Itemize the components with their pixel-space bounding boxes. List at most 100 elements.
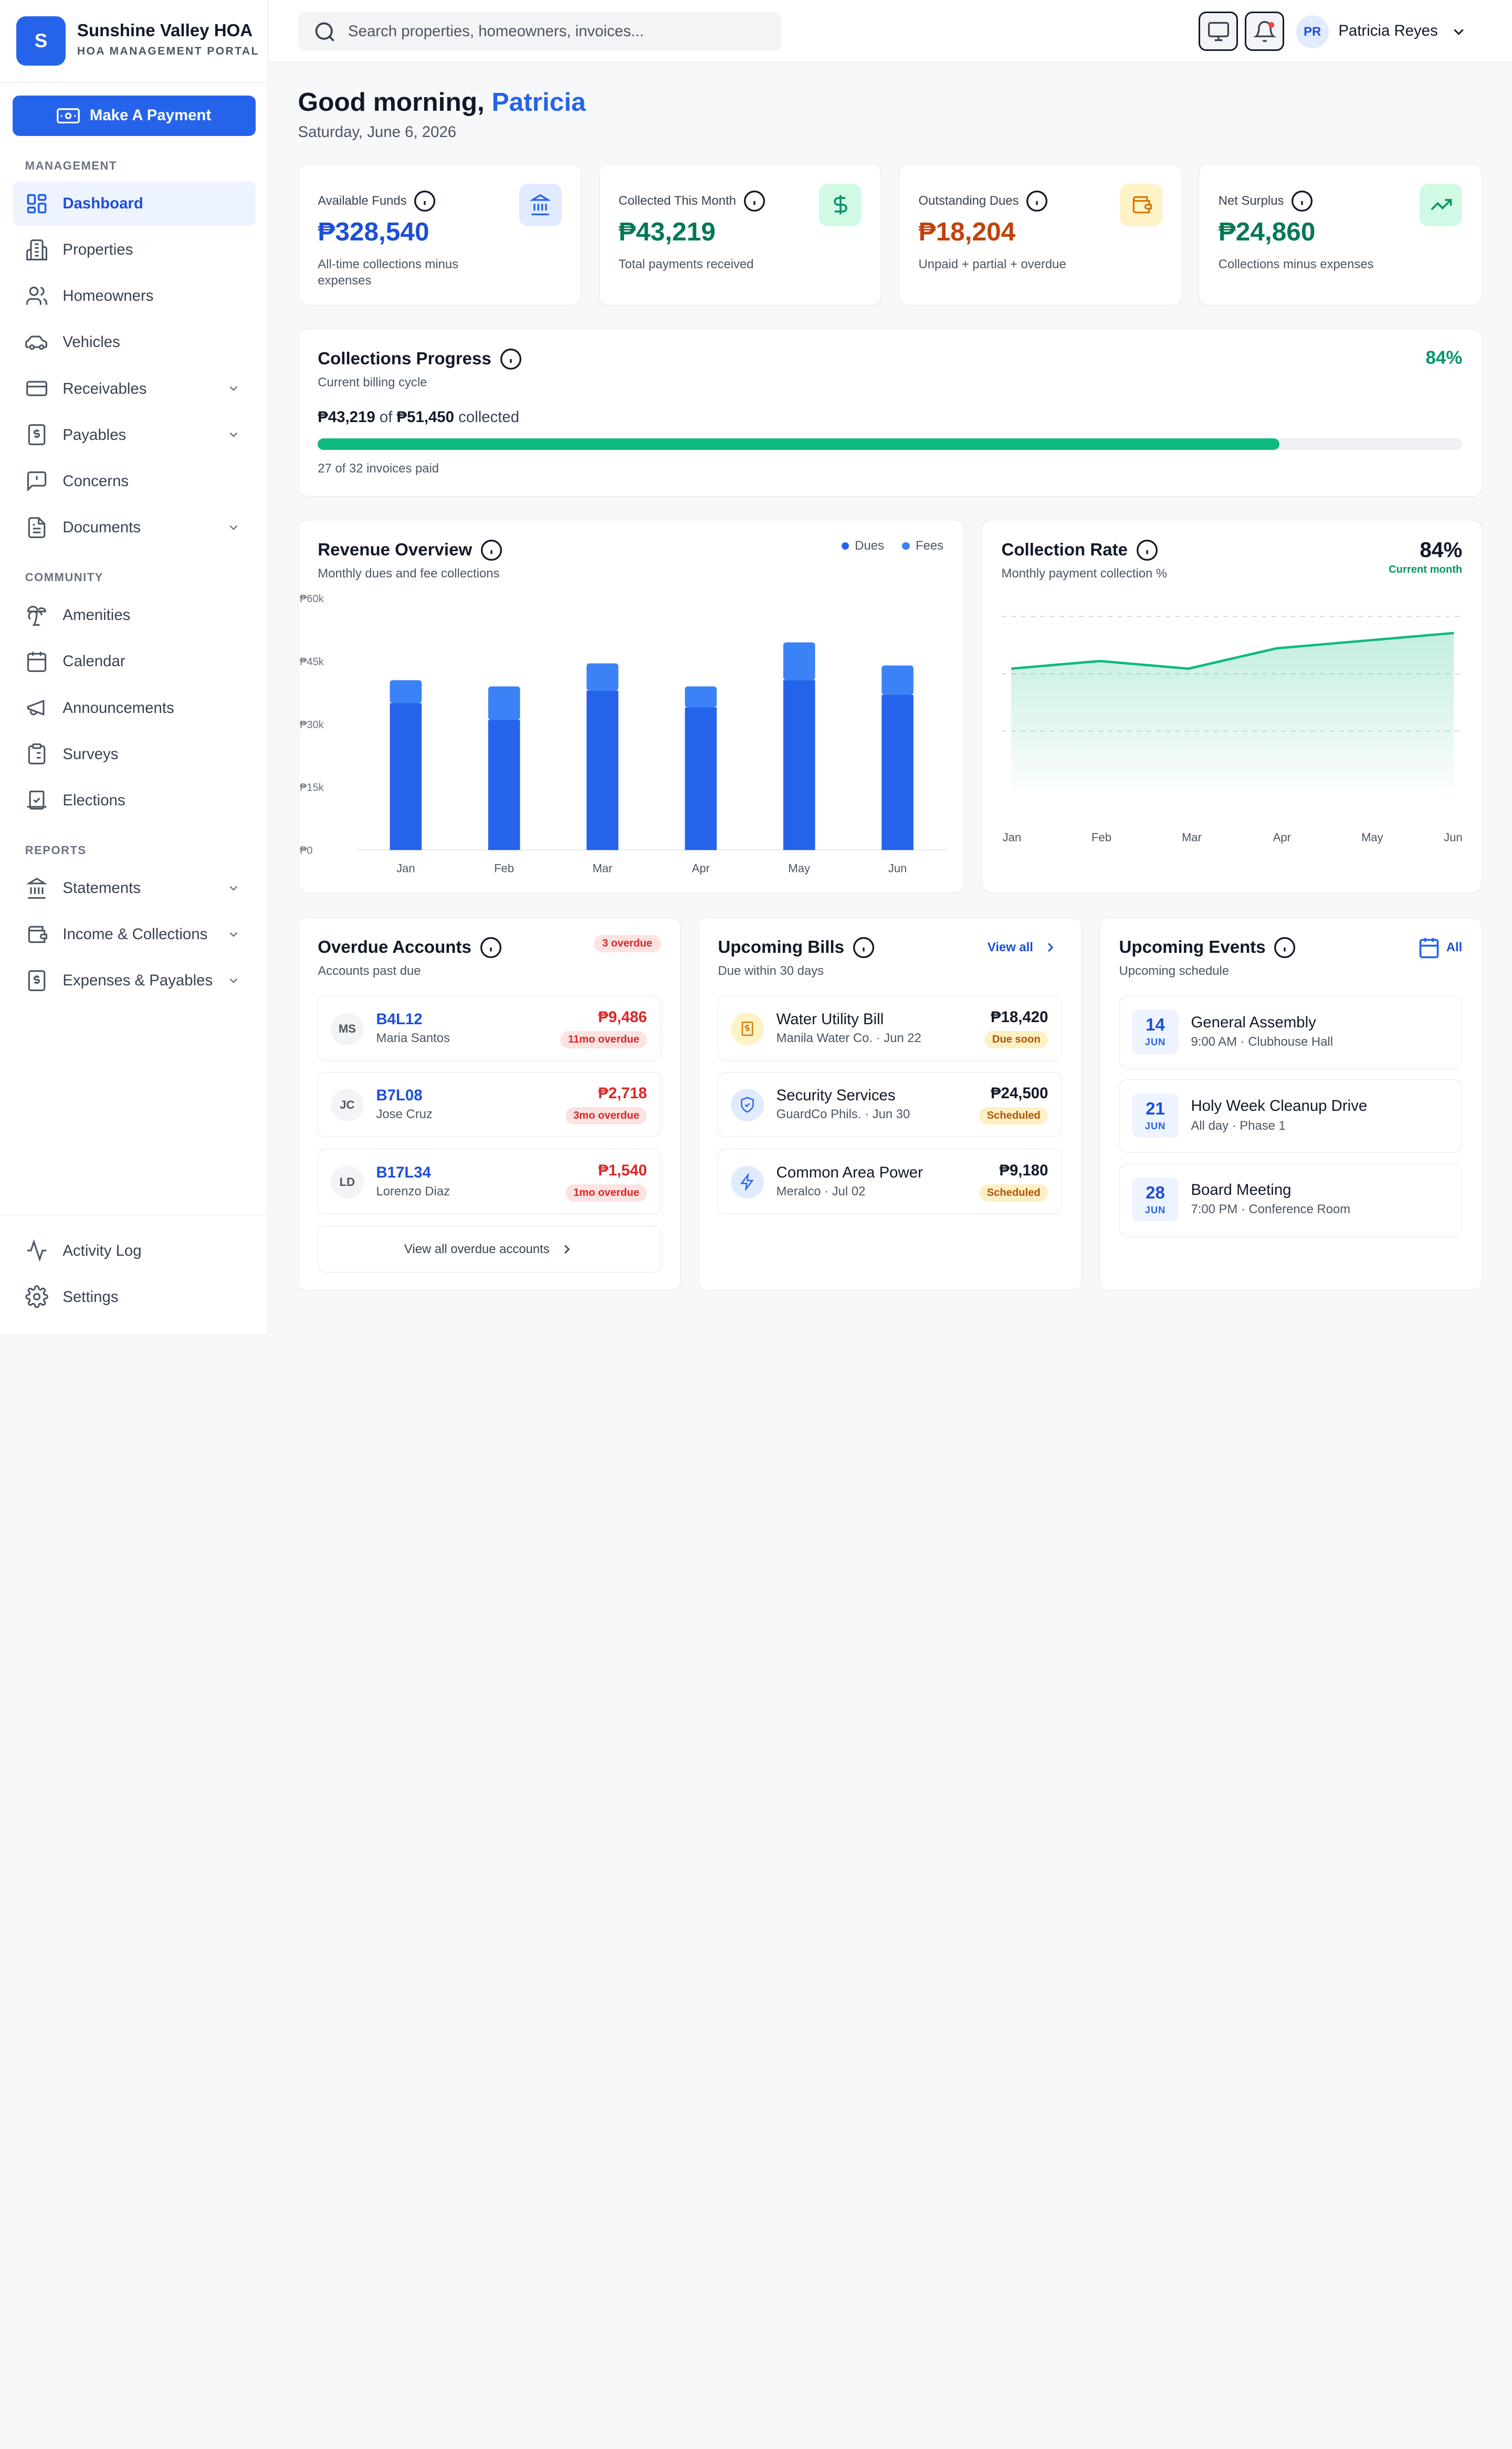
sidebar-item-surveys[interactable]: Surveys — [13, 732, 256, 776]
chevron-down-icon[interactable] — [227, 428, 240, 442]
chevron-down-icon[interactable] — [227, 521, 240, 534]
card-title: Upcoming Events — [1119, 938, 1266, 958]
sidebar-item-homeowners[interactable]: Homeowners — [13, 274, 256, 318]
sidebar-item-elections[interactable]: Elections — [13, 778, 256, 822]
sidebar-item-payables[interactable]: Payables — [13, 413, 256, 457]
chevron-down-icon[interactable] — [227, 928, 240, 941]
collection-rate-card: Collection Rate Monthly payment collecti… — [982, 520, 1482, 893]
bar-fees-jan — [390, 680, 422, 703]
sidebar-item-announcements[interactable]: Announcements — [13, 686, 256, 730]
revenue-overview-card: Revenue Overview Monthly dues and fee co… — [298, 520, 964, 893]
stat-card-available-funds: Available Funds ₱328,540 All-time collec… — [298, 164, 582, 306]
sidebar-item-properties[interactable]: Properties — [13, 227, 256, 271]
list-item[interactable]: JC B7L08 Jose Cruz ₱2,718 3mo overdue — [318, 1072, 661, 1138]
sidebar-item-label: Properties — [62, 241, 133, 259]
event-day: 21 — [1132, 1099, 1178, 1119]
list-item[interactable]: Water Utility Bill Manila Water Co. · Ju… — [718, 995, 1062, 1061]
user-name[interactable]: Patricia Reyes — [1338, 22, 1437, 40]
sidebar-item-settings[interactable]: Settings — [13, 1275, 256, 1319]
display-button[interactable] — [1199, 12, 1238, 51]
info-icon[interactable] — [499, 348, 522, 371]
account-lot[interactable]: B4L12 — [376, 1011, 422, 1028]
sidebar-item-vehicles[interactable]: Vehicles — [13, 320, 256, 364]
dashboard-icon — [25, 192, 48, 215]
brand-logo[interactable]: S — [16, 16, 66, 66]
bill-subtitle: Meralco · Jul 02 — [776, 1184, 866, 1199]
account-lot[interactable]: B17L34 — [376, 1164, 431, 1182]
chevron-down-icon[interactable] — [1450, 23, 1467, 40]
chevron-down-icon[interactable] — [227, 881, 240, 895]
stat-value: ₱328,540 — [318, 216, 429, 247]
sidebar-item-concerns[interactable]: Concerns — [13, 459, 256, 503]
list-item[interactable]: 28 JUN Board Meeting 7:00 PM · Conferenc… — [1119, 1163, 1463, 1237]
account-name: Lorenzo Diaz — [376, 1184, 450, 1199]
chevron-down-icon[interactable] — [227, 974, 240, 987]
trending-up-icon — [1420, 184, 1462, 226]
info-icon[interactable] — [852, 936, 875, 959]
stat-value: ₱18,204 — [919, 216, 1016, 247]
section-reports: REPORTS — [25, 844, 87, 857]
event-month: JUN — [1132, 1204, 1178, 1216]
status-badge: Scheduled — [979, 1184, 1048, 1202]
sidebar-item-label: Dashboard — [62, 195, 143, 213]
account-amount: ₱9,486 — [598, 1008, 647, 1026]
account-avatar: MS — [331, 1013, 363, 1045]
sidebar-item-label: Payables — [62, 426, 126, 444]
event-day: 28 — [1132, 1183, 1178, 1203]
bill-amount: ₱9,180 — [999, 1162, 1048, 1180]
info-icon[interactable] — [413, 190, 436, 213]
all-events-link[interactable]: All — [1418, 936, 1463, 959]
event-title: Board Meeting — [1191, 1181, 1291, 1199]
progress-of: of — [380, 408, 393, 426]
list-item[interactable]: LD B17L34 Lorenzo Diaz ₱1,540 1mo overdu… — [318, 1149, 661, 1214]
greeting-prefix: Good morning, — [298, 87, 485, 117]
info-icon[interactable] — [743, 190, 766, 213]
chevron-right-icon — [559, 1242, 574, 1257]
sidebar-item-receivables[interactable]: Receivables — [13, 366, 256, 411]
list-item[interactable]: 14 JUN General Assembly 9:00 AM · Clubho… — [1119, 995, 1463, 1069]
bill-subtitle: Manila Water Co. · Jun 22 — [776, 1031, 921, 1046]
account-name: Jose Cruz — [376, 1107, 432, 1122]
sidebar-item-label: Announcements — [62, 699, 174, 717]
info-icon[interactable] — [1290, 190, 1314, 213]
overdue-count-badge: 3 overdue — [594, 935, 661, 952]
list-item[interactable]: 21 JUN Holy Week Cleanup Drive All day ·… — [1119, 1079, 1463, 1153]
make-payment-button[interactable]: Make A Payment — [13, 96, 256, 136]
info-icon[interactable] — [479, 936, 502, 959]
info-icon[interactable] — [1273, 936, 1296, 959]
notifications-button[interactable] — [1245, 12, 1284, 51]
chevron-down-icon[interactable] — [227, 382, 240, 395]
calendar-icon — [25, 650, 48, 673]
ballot-icon — [25, 789, 48, 812]
bar-dues-apr — [685, 707, 717, 850]
list-item[interactable]: MS B4L12 Maria Santos ₱9,486 11mo overdu… — [318, 995, 661, 1061]
account-amount: ₱2,718 — [598, 1085, 647, 1102]
sidebar-item-activity-log[interactable]: Activity Log — [13, 1228, 256, 1273]
card-subtitle: Due within 30 days — [718, 964, 824, 979]
bank-icon — [519, 184, 562, 226]
view-all-label: View all — [988, 940, 1033, 955]
sidebar-item-calendar[interactable]: Calendar — [13, 639, 256, 684]
list-item[interactable]: Common Area Power Meralco · Jul 02 ₱9,18… — [718, 1149, 1062, 1214]
avatar[interactable]: PR — [1296, 15, 1329, 48]
sidebar-item-statements[interactable]: Statements — [13, 866, 256, 910]
view-all-bills-link[interactable]: View all — [988, 940, 1058, 955]
progress-bar — [318, 438, 1462, 450]
status-badge: 3mo overdue — [565, 1107, 647, 1124]
search-input[interactable] — [348, 12, 763, 51]
view-all-overdue-button[interactable]: View all overdue accounts — [318, 1226, 661, 1272]
users-icon — [25, 285, 48, 308]
sidebar-item-amenities[interactable]: Amenities — [13, 593, 256, 637]
info-icon[interactable] — [1025, 190, 1048, 213]
account-lot[interactable]: B7L08 — [376, 1087, 422, 1105]
sidebar-item-label: Surveys — [62, 745, 118, 763]
status-badge: Due soon — [984, 1031, 1048, 1048]
sidebar-item-income-collections[interactable]: Income & Collections — [13, 912, 256, 957]
sidebar-item-dashboard[interactable]: Dashboard — [13, 181, 256, 225]
sidebar-item-documents[interactable]: Documents — [13, 505, 256, 549]
list-item[interactable]: Security Services GuardCo Phils. · Jun 3… — [718, 1072, 1062, 1138]
sidebar-item-expenses-payables[interactable]: Expenses & Payables — [13, 959, 256, 1003]
event-subtitle: All day · Phase 1 — [1191, 1119, 1285, 1133]
status-badge: Scheduled — [979, 1107, 1048, 1124]
search-box — [298, 12, 781, 51]
